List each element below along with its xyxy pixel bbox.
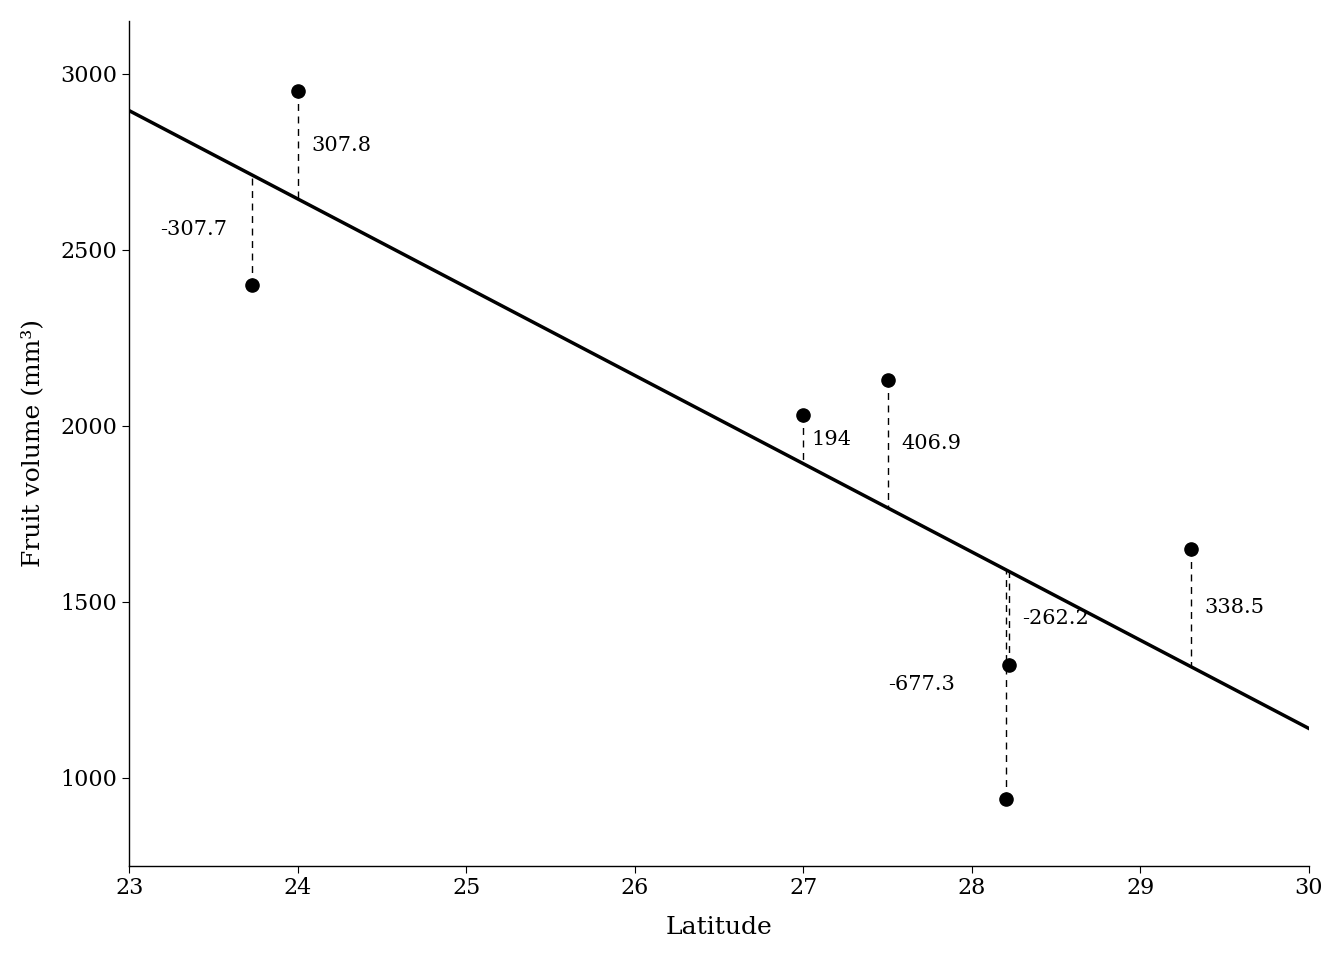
Y-axis label: Fruit volume (mm³): Fruit volume (mm³) bbox=[22, 320, 44, 567]
Point bbox=[1180, 541, 1202, 557]
Text: 307.8: 307.8 bbox=[312, 135, 371, 155]
Text: 194: 194 bbox=[812, 430, 852, 449]
Text: 406.9: 406.9 bbox=[900, 434, 961, 453]
Text: -307.7: -307.7 bbox=[160, 221, 227, 239]
Point bbox=[876, 372, 898, 388]
Text: -262.2: -262.2 bbox=[1023, 609, 1089, 628]
Point bbox=[995, 791, 1016, 806]
Point bbox=[288, 84, 309, 99]
Point bbox=[999, 658, 1020, 673]
X-axis label: Latitude: Latitude bbox=[665, 916, 773, 939]
Point bbox=[242, 277, 263, 293]
Text: 338.5: 338.5 bbox=[1204, 598, 1265, 617]
Text: -677.3: -677.3 bbox=[887, 675, 954, 694]
Point bbox=[793, 407, 814, 422]
